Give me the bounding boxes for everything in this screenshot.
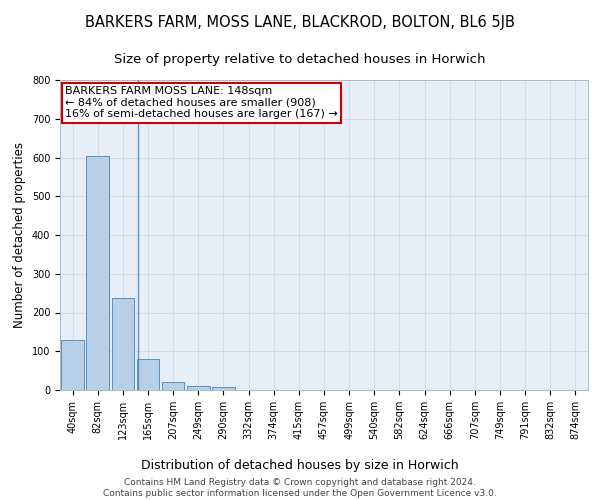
Bar [112,298,134,390]
Text: Size of property relative to detached houses in Horwich: Size of property relative to detached ho… [114,52,486,66]
Bar [137,359,160,390]
Text: Contains HM Land Registry data © Crown copyright and database right 2024.
Contai: Contains HM Land Registry data © Crown c… [103,478,497,498]
Bar [187,386,209,390]
Bar [61,340,84,390]
Bar [212,388,235,390]
Bar [162,382,184,390]
Text: Distribution of detached houses by size in Horwich: Distribution of detached houses by size … [141,458,459,471]
Bar [86,156,109,390]
Y-axis label: Number of detached properties: Number of detached properties [13,142,26,328]
Text: BARKERS FARM, MOSS LANE, BLACKROD, BOLTON, BL6 5JB: BARKERS FARM, MOSS LANE, BLACKROD, BOLTO… [85,15,515,30]
Text: BARKERS FARM MOSS LANE: 148sqm
← 84% of detached houses are smaller (908)
16% of: BARKERS FARM MOSS LANE: 148sqm ← 84% of … [65,86,338,120]
